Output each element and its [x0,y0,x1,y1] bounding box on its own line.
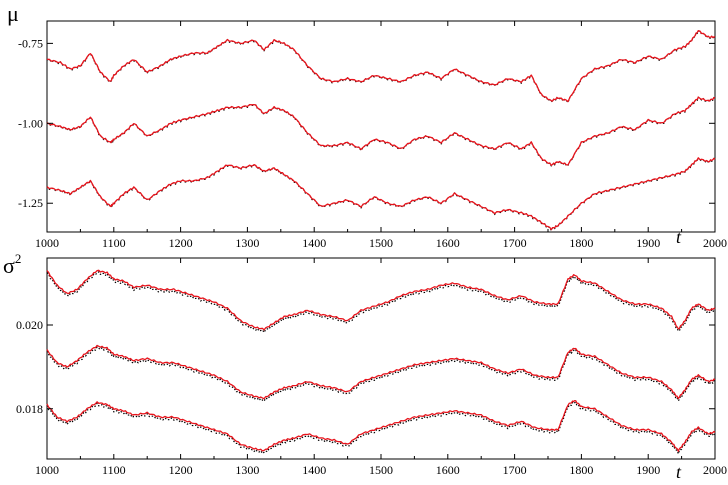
bottom-y-axis: 0.020 0.018 [16,318,715,416]
bottom-x-tick-label: 1400 [302,463,326,477]
bottom-curve-1-dotted [46,271,716,333]
bottom-y-tick-label: 0.018 [16,402,43,416]
top-x-axis-label: t [676,227,682,247]
top-x-tick-label: 1300 [235,236,259,250]
top-x-tick-label: 1200 [169,236,193,250]
bottom-y-axis-label-superscript: 2 [15,251,22,266]
top-curve-3-red [46,157,716,231]
bottom-x-tick-label: 1100 [102,463,126,477]
top-x-tick-label: 1700 [503,236,527,250]
bottom-y-tick-label: 0.020 [16,318,43,332]
bottom-y-axis-label-base: σ [3,253,15,278]
bottom-x-tick-label: 1900 [636,463,660,477]
top-x-tick-label: 1600 [436,236,460,250]
top-panel: 1000 1100 1200 1300 1400 1500 1600 1700 1800 1900… [7,1,727,250]
bottom-curve-2-dotted [46,346,716,402]
bottom-x-tick-label: 1500 [369,463,393,477]
bottom-x-tick-label: 2000 [703,463,727,477]
top-curve-2-dotted [46,96,716,167]
bottom-panel: 1000 1100 1200 1300 1400 1500 1600 1700 1800 1900… [3,251,727,482]
top-x-axis: 1000 1100 1200 1300 1400 1500 1600 1700 1800 1900… [35,21,727,250]
top-curve-2-red [46,96,716,166]
top-x-tick-label: 1000 [35,236,59,250]
top-x-tick-label: 2000 [703,236,727,250]
top-x-tick-label: 1900 [636,236,660,250]
top-x-tick-label: 1400 [302,236,326,250]
top-y-axis: -0.75 -1.00 -1.25 [18,36,715,210]
top-y-tick-label: -1.00 [18,116,43,130]
top-curve-1-dotted [46,30,716,103]
bottom-x-tick-label: 1700 [503,463,527,477]
top-x-tick-label: 1100 [102,236,126,250]
bottom-x-tick-label: 1800 [569,463,593,477]
bottom-curves [46,269,716,455]
top-curves [46,29,716,232]
bottom-x-tick-label: 1000 [35,463,59,477]
bottom-curve-3-dotted [46,401,716,455]
top-y-tick-label: -0.75 [18,36,43,50]
bottom-x-axis: 1000 1100 1200 1300 1400 1500 1600 1700 1800 1900… [35,258,727,477]
bottom-curve-2-red [46,344,716,400]
top-y-tick-label: -1.25 [18,196,43,210]
bottom-curve-1-red [46,269,716,331]
bottom-x-tick-label: 1200 [169,463,193,477]
top-x-tick-label: 1500 [369,236,393,250]
bottom-x-tick-label: 1600 [436,463,460,477]
top-plot-frame [46,20,716,233]
top-x-tick-label: 1800 [569,236,593,250]
top-y-axis-label: μ [7,1,19,26]
bottom-x-tick-label: 1300 [235,463,259,477]
bottom-y-axis-label: σ2 [3,251,21,278]
bottom-x-axis-label: t [676,462,682,482]
bottom-curve-3-red [46,399,716,452]
top-curve-3-dotted [46,157,716,232]
top-curve-1-red [46,29,716,103]
